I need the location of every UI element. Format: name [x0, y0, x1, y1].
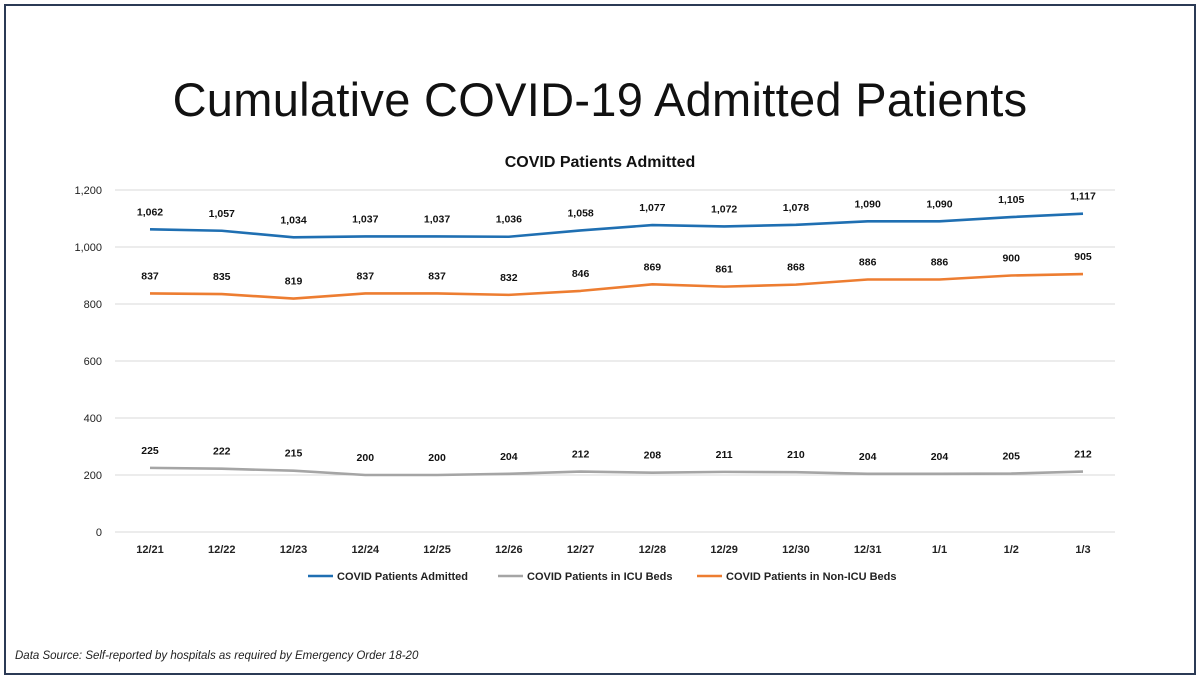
data-label: 886	[859, 256, 877, 268]
data-label: 215	[285, 448, 303, 460]
x-tick-label: 12/22	[208, 544, 236, 556]
data-label: 210	[787, 449, 805, 461]
series-line	[149, 272, 1084, 300]
chart-title: COVID Patients Admitted	[505, 154, 696, 171]
x-tick-label: 12/29	[710, 544, 738, 556]
data-label: 837	[357, 270, 375, 282]
y-tick-label: 1,000	[74, 242, 102, 254]
y-tick-label: 600	[84, 356, 102, 368]
x-tick-label: 12/27	[567, 544, 595, 556]
y-tick-label: 0	[96, 527, 102, 539]
data-label: 846	[572, 268, 590, 280]
data-label: 225	[141, 445, 159, 457]
data-label: 886	[931, 256, 949, 268]
data-label: 205	[1002, 451, 1020, 463]
x-tick-label: 12/26	[495, 544, 523, 556]
data-label: 819	[285, 276, 303, 288]
y-axis-ticks: 0 200 400 600 800 1,000 1,200	[74, 185, 102, 539]
data-label: 204	[500, 451, 518, 463]
data-label: 1,062	[137, 206, 163, 218]
data-label: 208	[644, 450, 662, 462]
data-label: 837	[428, 270, 446, 282]
x-tick-label: 1/2	[1004, 544, 1019, 556]
series-line	[149, 466, 1084, 477]
legend-label: COVID Patients in Non-ICU Beds	[726, 571, 897, 583]
data-label: 1,072	[711, 203, 737, 215]
data-label: 212	[572, 449, 590, 461]
x-tick-label: 1/3	[1075, 544, 1090, 556]
data-label: 1,037	[352, 213, 378, 225]
x-tick-label: 1/1	[932, 544, 947, 556]
data-label: 212	[1074, 449, 1092, 461]
y-tick-label: 800	[84, 299, 102, 311]
data-label: 1,037	[424, 213, 450, 225]
data-label: 1,090	[855, 198, 881, 210]
data-label: 1,090	[926, 198, 952, 210]
data-label: 1,117	[1070, 191, 1096, 203]
data-label: 200	[357, 452, 375, 464]
x-tick-label: 12/23	[280, 544, 308, 556]
data-label: 1,077	[639, 202, 665, 214]
data-label: 1,078	[783, 202, 809, 214]
x-tick-label: 12/25	[423, 544, 451, 556]
data-label: 1,034	[280, 214, 306, 226]
x-tick-label: 12/28	[639, 544, 667, 556]
y-tick-label: 1,200	[74, 185, 102, 197]
data-label: 861	[715, 264, 733, 276]
y-tick-label: 400	[84, 413, 102, 425]
legend-label: COVID Patients Admitted	[337, 571, 468, 583]
data-label: 204	[931, 451, 949, 463]
data-label: 837	[141, 270, 159, 282]
data-label: 905	[1074, 251, 1092, 263]
data-label: 211	[716, 449, 733, 461]
gridlines	[115, 189, 1115, 533]
slide-title: Cumulative COVID-19 Admitted Patients	[172, 73, 1028, 126]
data-label: 200	[428, 452, 446, 464]
series-line	[149, 212, 1084, 239]
data-label: 1,057	[209, 208, 235, 220]
x-tick-label: 12/21	[136, 544, 164, 556]
series-lines	[149, 212, 1084, 477]
x-axis-ticks: 12/21 12/22 12/23 12/24 12/25 12/26 12/27 12/28…	[136, 544, 1090, 556]
legend: COVID Patients Admitted COVID Patients in…	[308, 571, 897, 583]
x-tick-label: 12/24	[352, 544, 380, 556]
data-label: 900	[1002, 253, 1020, 265]
data-label: 1,058	[567, 207, 593, 219]
data-label: 1,036	[496, 214, 522, 226]
data-label: 868	[787, 262, 805, 274]
y-tick-label: 200	[84, 470, 102, 482]
data-source-note: Data Source: Self-reported by hospitals …	[15, 650, 419, 662]
slide-frame	[4, 4, 1196, 675]
x-tick-label: 12/31	[854, 544, 882, 556]
data-label: 1,105	[998, 194, 1024, 206]
legend-label: COVID Patients in ICU Beds	[527, 571, 672, 583]
data-label: 204	[859, 451, 877, 463]
data-label: 835	[213, 271, 231, 283]
x-tick-label: 12/30	[782, 544, 810, 556]
data-labels: 1,062 1,057 1,034 1,037 1,037 1,036 1,058 1,077…	[137, 191, 1096, 464]
data-label: 832	[500, 272, 518, 284]
data-label: 869	[644, 261, 662, 273]
data-label: 222	[213, 446, 231, 458]
